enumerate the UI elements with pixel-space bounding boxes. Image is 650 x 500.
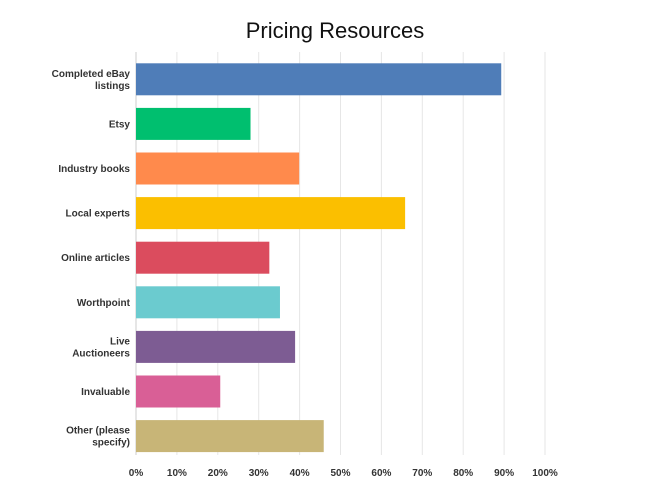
x-tick-label: 20% (208, 468, 228, 479)
x-axis-tick-labels: 0% 10% 20% 30% 40% 50% 60% 70% 80% 90% 100% (129, 468, 558, 479)
x-tick-label: 30% (249, 468, 269, 479)
x-tick-label: 80% (453, 468, 473, 479)
x-tick-label: 10% (167, 468, 187, 479)
chart-title: Pricing Resources (246, 18, 425, 43)
x-tick-label: 50% (330, 468, 350, 479)
category-label: Completed eBay listings (52, 69, 131, 92)
category-label: Invaluable (81, 387, 130, 398)
bar (136, 420, 324, 453)
bar (136, 107, 251, 140)
bar (136, 330, 296, 363)
bars (136, 63, 502, 453)
x-tick-label: 100% (532, 468, 558, 479)
category-label: Online articles (61, 253, 130, 264)
category-label: Other (please specify) (66, 426, 130, 449)
x-tick-label: 0% (129, 468, 144, 479)
category-label: Industry books (58, 164, 130, 175)
bar (136, 152, 300, 185)
x-tick-label: 70% (412, 468, 432, 479)
category-label: Etsy (109, 119, 131, 130)
bar (136, 375, 221, 408)
bar (136, 286, 280, 319)
bar (136, 63, 502, 96)
bar (136, 241, 270, 274)
x-tick-label: 60% (371, 468, 391, 479)
x-tick-label: 40% (290, 468, 310, 479)
category-labels: Completed eBay listings Etsy Industry books… (52, 69, 131, 449)
category-label: Worthpoint (77, 298, 131, 309)
category-label: Local experts (66, 209, 131, 220)
x-tick-label: 90% (494, 468, 514, 479)
category-label: Live Auctioneers (72, 336, 130, 359)
bar (136, 197, 406, 230)
